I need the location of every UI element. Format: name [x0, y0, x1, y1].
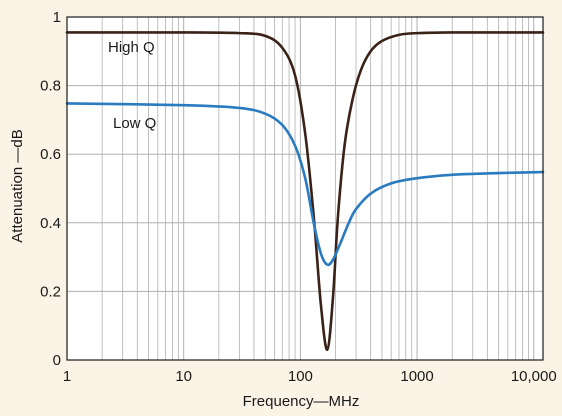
x-tick-label: 10,000 — [511, 368, 557, 385]
x-tick-labels: 1 10 100 1000 10,000 — [63, 368, 557, 385]
series-line-low-q — [65, 102, 545, 267]
x-tick-label: 1000 — [400, 368, 433, 385]
series-line-high-q — [65, 31, 545, 352]
x-axis-label: Frequency—MHz — [243, 393, 360, 410]
plot-area — [67, 17, 543, 360]
series-label-high-q: High Q — [108, 39, 155, 56]
y-axis-label: Attenuation —dB — [9, 129, 26, 242]
plot-frame — [66, 16, 544, 361]
series-layer — [65, 31, 545, 352]
y-tick-labels: 0 0.2 0.4 0.6 0.8 1 — [40, 9, 61, 369]
x-tick-label: 100 — [288, 368, 313, 385]
y-tick-label: 0.2 — [40, 283, 61, 300]
gridlines — [67, 17, 543, 360]
y-tick-label: 0 — [53, 352, 61, 369]
y-tick-label: 0.4 — [40, 215, 61, 232]
y-tick-label: 0.8 — [40, 78, 61, 95]
x-tick-label: 10 — [175, 368, 192, 385]
y-tick-label: 1 — [53, 9, 61, 26]
y-tick-label: 0.6 — [40, 146, 61, 163]
series-label-low-q: Low Q — [113, 115, 156, 132]
x-tick-label: 1 — [63, 368, 71, 385]
